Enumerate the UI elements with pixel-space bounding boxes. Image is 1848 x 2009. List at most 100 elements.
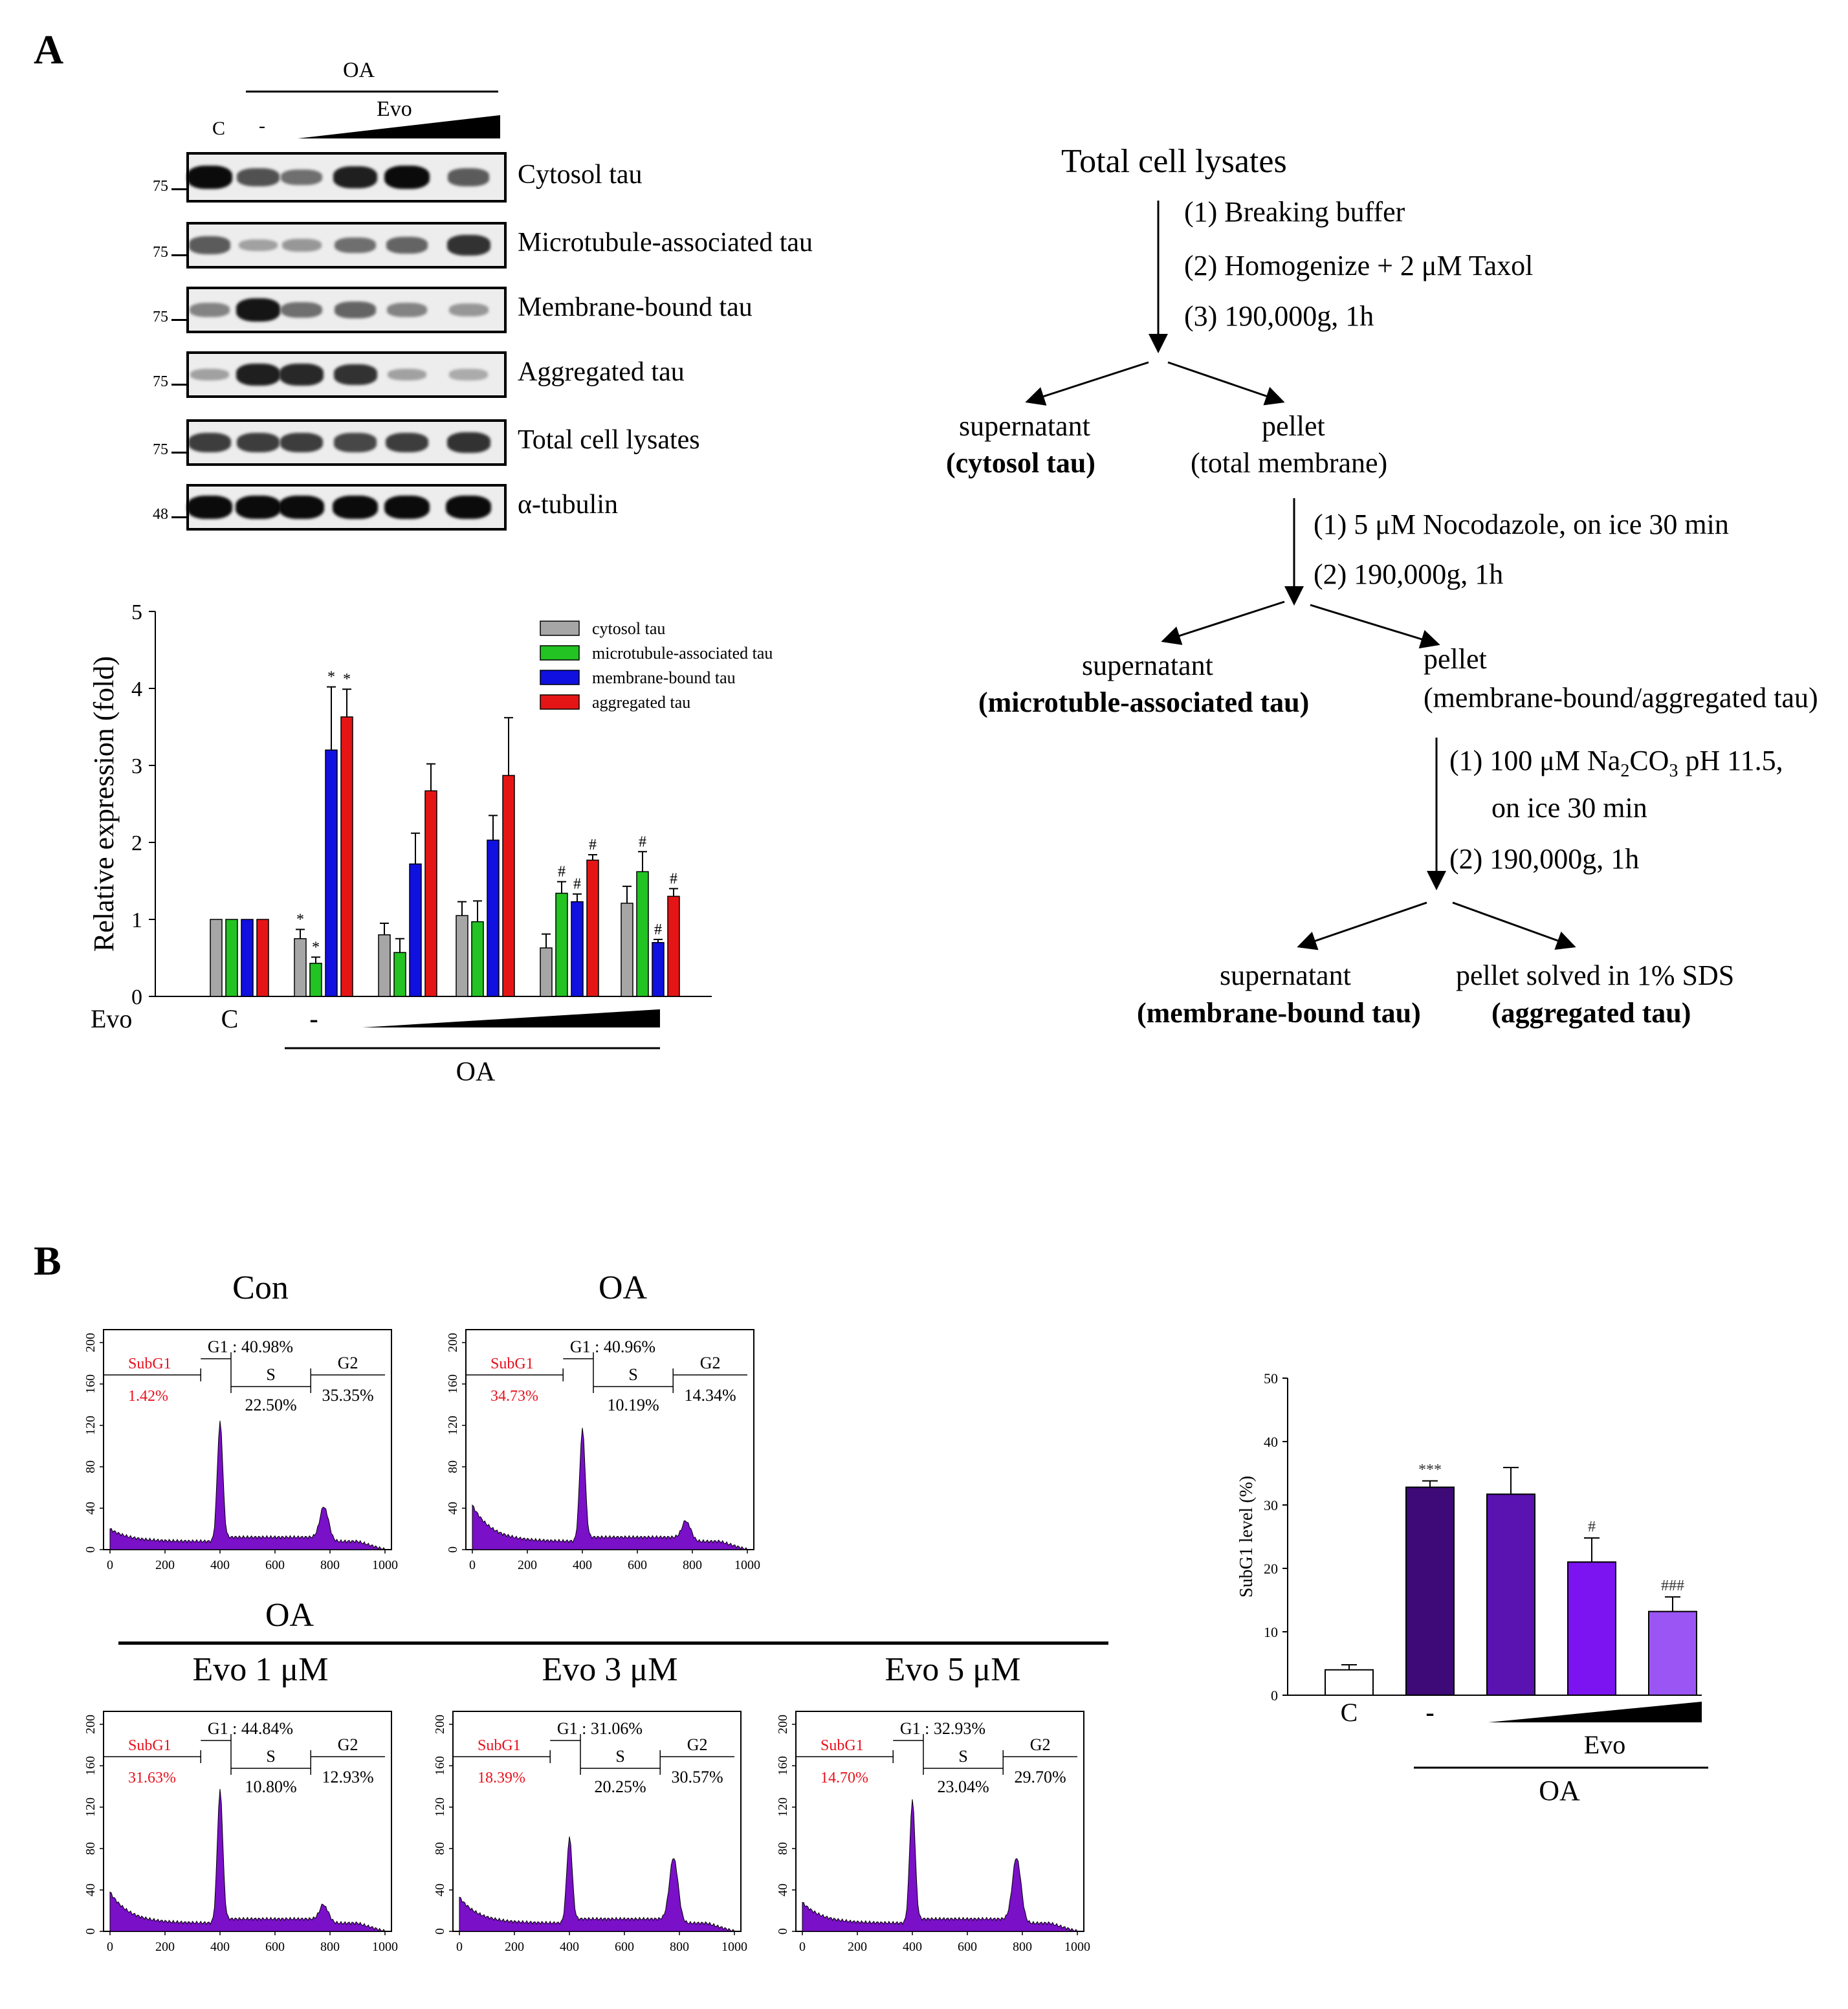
blot-band xyxy=(188,236,231,254)
g2-percent: 29.70% xyxy=(1015,1768,1066,1786)
bar xyxy=(1486,1493,1535,1696)
flow-step2-1: (1) 5 μM Nocodazole, on ice 30 min xyxy=(1314,509,1729,540)
x-tick-label: 200 xyxy=(518,1558,537,1572)
x-tick-label: 0 xyxy=(107,1558,113,1572)
y-tick-label: 80 xyxy=(433,1842,447,1855)
flow-sup2: supernatant xyxy=(1082,650,1213,681)
blot-band xyxy=(236,495,281,520)
blot-mw-marker: 75 xyxy=(153,244,168,261)
blot-band xyxy=(446,235,490,256)
y-tick-label: 0 xyxy=(83,1546,98,1553)
blot-band xyxy=(189,302,230,318)
x-tick-label: 800 xyxy=(320,1940,340,1954)
bar xyxy=(1648,1610,1697,1696)
g2-percent: 35.35% xyxy=(322,1386,374,1405)
blot-band xyxy=(281,169,322,186)
blot-band xyxy=(333,364,377,385)
x-tick-label: 400 xyxy=(560,1940,579,1954)
y-tick-label: 80 xyxy=(776,1842,790,1855)
flow-step1-3: (3) 190,000g, 1h xyxy=(1184,300,1374,332)
y-tick-label: 160 xyxy=(83,1374,98,1394)
flow-step3-b: pH 11.5, xyxy=(1678,745,1783,776)
blot-band xyxy=(190,368,230,381)
wb-lane-c: C xyxy=(212,118,226,139)
g2-label: G2 xyxy=(338,1354,358,1372)
significance-mark: # xyxy=(654,921,662,938)
blot-mw-tick xyxy=(171,188,186,190)
significance-mark: # xyxy=(589,837,597,853)
blot-band xyxy=(335,302,376,318)
flow-sup3: supernatant xyxy=(1220,960,1351,991)
subg1-label: SubG1 xyxy=(820,1737,864,1754)
g2-label: G2 xyxy=(1030,1735,1051,1754)
subg1-percent: 18.39% xyxy=(478,1770,525,1786)
bar xyxy=(540,947,553,997)
flow-step3-sub1: 2 xyxy=(1620,760,1630,781)
histogram-area xyxy=(109,1788,386,1932)
blot-band xyxy=(447,168,490,186)
y-tick-label: 160 xyxy=(433,1756,447,1775)
blot-band xyxy=(446,495,491,520)
flow-pel3-bold: (aggregated tau) xyxy=(1491,997,1691,1029)
blot-band xyxy=(386,302,428,318)
bar xyxy=(636,871,649,997)
x-tick-label: 200 xyxy=(155,1558,175,1572)
flow-sup2-bold: (microtuble-associated tau) xyxy=(978,686,1310,718)
y-tick-label: 40 xyxy=(433,1883,447,1896)
g2-label: G2 xyxy=(687,1735,708,1754)
histogram-panel: Con 0 40 80 120 160 200 0 200 400 600 800 1000 SubG1 1… xyxy=(83,1269,398,1572)
s-label: S xyxy=(266,1365,275,1384)
s-percent: 22.50% xyxy=(245,1396,297,1414)
blot-label: Cytosol tau xyxy=(518,160,643,190)
bar xyxy=(652,941,665,997)
bar xyxy=(225,919,238,997)
x-tick-label: 0 xyxy=(456,1940,463,1954)
subg1-percent: 31.63% xyxy=(128,1770,176,1786)
blot-label: Total cell lysates xyxy=(518,425,700,455)
y-tick-label: 40 xyxy=(83,1502,98,1515)
y-tick-label: 40 xyxy=(1264,1434,1278,1450)
x-tick-label: 1000 xyxy=(1064,1940,1090,1954)
histogram-title: Evo 5 μM xyxy=(885,1651,1021,1688)
x-category-label: - xyxy=(1425,1698,1434,1727)
y-tick-label: 120 xyxy=(776,1797,790,1817)
y-tick-label: 80 xyxy=(446,1460,460,1473)
flow-step2-2: (2) 190,000g, 1h xyxy=(1314,558,1504,590)
wb-oa-line xyxy=(246,91,498,93)
flow-pel3: pellet solved in 1% SDS xyxy=(1456,960,1735,991)
x-tick-label: 800 xyxy=(1013,1940,1032,1954)
blot-band xyxy=(448,303,489,316)
blot-band xyxy=(187,495,232,520)
bar xyxy=(502,774,515,997)
bar xyxy=(210,919,223,997)
bar xyxy=(621,903,633,997)
x-category-label: C xyxy=(221,1004,239,1033)
y-tick-label: 80 xyxy=(83,1842,98,1855)
histogram-title: Con xyxy=(232,1269,289,1306)
s-label: S xyxy=(266,1747,275,1766)
blot-band xyxy=(446,432,490,453)
oa-label: OA xyxy=(1539,1775,1580,1806)
blot-band xyxy=(449,369,488,380)
legend-label: cytosol tau xyxy=(592,619,665,638)
flow-pel2: pellet xyxy=(1424,643,1487,675)
significance-mark: # xyxy=(639,833,646,850)
y-tick-label: 10 xyxy=(1264,1624,1278,1640)
blot-label: Aggregated tau xyxy=(518,357,685,387)
y-tick-label: 50 xyxy=(1264,1370,1278,1387)
subg1-percent: 1.42% xyxy=(128,1388,168,1405)
histogram-panel: Evo 3 μM 0 40 80 120 160 200 0 200 400 600 800 1000 S… xyxy=(433,1651,747,1954)
x-tick-label: 600 xyxy=(265,1558,285,1572)
y-tick-label: 0 xyxy=(776,1928,790,1935)
blot-5 xyxy=(186,419,507,466)
y-tick-label: 0 xyxy=(433,1928,447,1935)
histogram-area xyxy=(472,1427,748,1550)
legend-swatch xyxy=(540,620,580,636)
blot-band xyxy=(333,166,378,189)
x-tick-label: 400 xyxy=(210,1558,230,1572)
subg1-percent: 34.73% xyxy=(490,1388,538,1405)
blot-band xyxy=(385,432,429,453)
bar xyxy=(571,901,584,997)
blot-2 xyxy=(186,222,507,269)
blot-band xyxy=(281,302,322,318)
